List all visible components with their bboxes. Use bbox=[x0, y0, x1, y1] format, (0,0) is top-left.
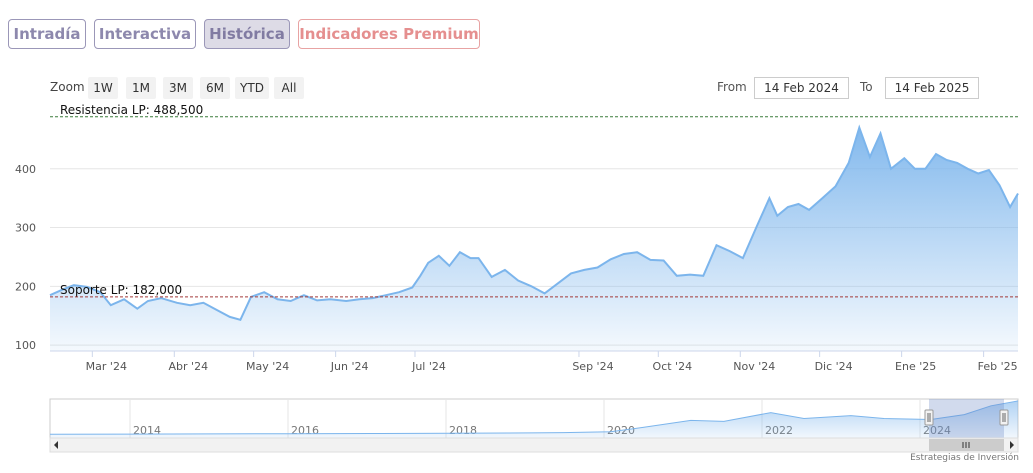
x-tick-label: Sep '24 bbox=[572, 360, 613, 373]
navigator-selection[interactable] bbox=[929, 399, 1004, 438]
y-axis: 100 200 300 400 bbox=[15, 163, 36, 352]
y-tick-label: 200 bbox=[15, 280, 36, 293]
resistance-label: Resistencia LP: 488,500 bbox=[60, 103, 203, 117]
y-tick-label: 300 bbox=[15, 222, 36, 235]
zoom-6m-button[interactable]: 6M bbox=[200, 77, 230, 99]
navigator-left-handle[interactable] bbox=[924, 409, 934, 426]
price-line bbox=[49, 124, 1019, 321]
x-tick-label: Mar '24 bbox=[86, 360, 127, 373]
navigator[interactable]: 201420162018202020222024 bbox=[49, 398, 1019, 453]
scroll-left-arrow-icon[interactable] bbox=[54, 441, 58, 449]
price-area bbox=[50, 127, 1018, 351]
navigator-right-handle[interactable] bbox=[999, 409, 1009, 426]
x-tick-label: Abr '24 bbox=[169, 360, 209, 373]
x-tick-label: Oct '24 bbox=[653, 360, 693, 373]
y-tick-label: 400 bbox=[15, 163, 36, 176]
navigator-line bbox=[49, 400, 1019, 435]
y-tick-label: 100 bbox=[15, 339, 36, 352]
to-date-input[interactable] bbox=[885, 77, 979, 99]
reference-lines: Resistencia LP: 488,500 Soporte LP: 182,0… bbox=[50, 103, 1018, 298]
x-tick-label: Nov '24 bbox=[733, 360, 775, 373]
x-tick-label: Feb '25 bbox=[978, 360, 1018, 373]
zoom-3m-button[interactable]: 3M bbox=[163, 77, 193, 99]
zoom-ytd-button[interactable]: YTD bbox=[235, 77, 269, 99]
x-tick-label: Jul '24 bbox=[411, 360, 446, 373]
zoom-label: Zoom bbox=[50, 80, 85, 94]
tab-intradia[interactable]: Intradía bbox=[8, 19, 86, 49]
x-tick-label: Dic '24 bbox=[815, 360, 853, 373]
tab-historica[interactable]: Histórica bbox=[204, 19, 290, 49]
support-label: Soporte LP: 182,000 bbox=[60, 283, 182, 297]
from-date-input[interactable] bbox=[754, 77, 849, 99]
x-tick-label: Jun '24 bbox=[330, 360, 369, 373]
x-axis: Mar '24 Abr '24 May '24 Jun '24 Jul '24 Sep '… bbox=[50, 350, 1018, 373]
from-label: From bbox=[717, 80, 747, 94]
zoom-1m-button[interactable]: 1M bbox=[126, 77, 156, 99]
x-tick-label: May '24 bbox=[246, 360, 289, 373]
zoom-1w-button[interactable]: 1W bbox=[88, 77, 118, 99]
zoom-all-button[interactable]: All bbox=[274, 77, 304, 99]
navigator-area bbox=[50, 400, 1018, 438]
to-label: To bbox=[860, 80, 873, 94]
scroll-right-arrow-icon[interactable] bbox=[1010, 441, 1014, 449]
scrollbar-track[interactable] bbox=[49, 437, 1019, 453]
tab-interactiva[interactable]: Interactiva bbox=[94, 19, 196, 49]
tab-indicadores-premium[interactable]: Indicadores Premium bbox=[298, 19, 480, 49]
attribution: Estrategias de Inversión bbox=[910, 453, 1019, 463]
x-tick-label: Ene '25 bbox=[895, 360, 936, 373]
